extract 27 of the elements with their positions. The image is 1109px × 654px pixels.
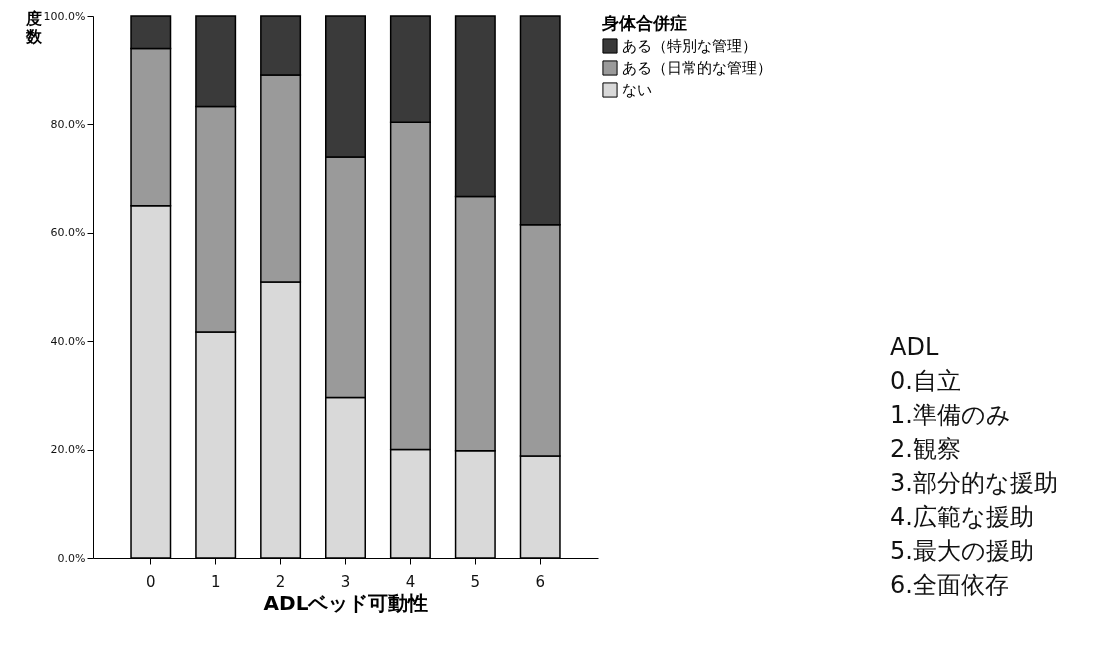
x-tick-label: 5 [470, 572, 481, 591]
x-tick-label: 6 [535, 572, 545, 591]
x-tick-label: 0 [146, 572, 156, 591]
legend-label: ある（日常的な管理） [622, 59, 772, 77]
x-tick-label: 3 [340, 572, 351, 591]
text: 3.部分的な援助 [890, 468, 1058, 499]
text: 2.観察 [890, 434, 962, 465]
x-tick-label: 2 [275, 572, 286, 591]
text: 5.最大の援助 [890, 536, 1035, 567]
y-axis-title: 度数 [24, 8, 43, 46]
legend-label: ある（特別な管理） [622, 37, 757, 55]
text: 1.準備のみ [890, 400, 1012, 431]
legend-title: 身体合併症 [601, 13, 687, 33]
y-tick-label: 60.0% [50, 226, 86, 240]
y-tick-label: 20.0% [50, 443, 86, 457]
text: 6.全面依存 [890, 570, 1010, 601]
legend-label: ない [622, 81, 652, 99]
x-tick-label: 4 [405, 572, 416, 591]
y-tick-label: 80.0% [50, 117, 86, 131]
x-tick-label: 1 [210, 572, 221, 591]
y-tick-label: 40.0% [50, 334, 86, 348]
text: 4.広範な援助 [890, 502, 1035, 533]
text: ADL [890, 332, 940, 363]
y-tick-label: 0.0% [57, 551, 86, 565]
y-tick-label: 100.0% [43, 9, 86, 23]
x-axis-title: ADLベッド可動性 [263, 590, 429, 615]
text: 0.自立 [890, 366, 962, 397]
